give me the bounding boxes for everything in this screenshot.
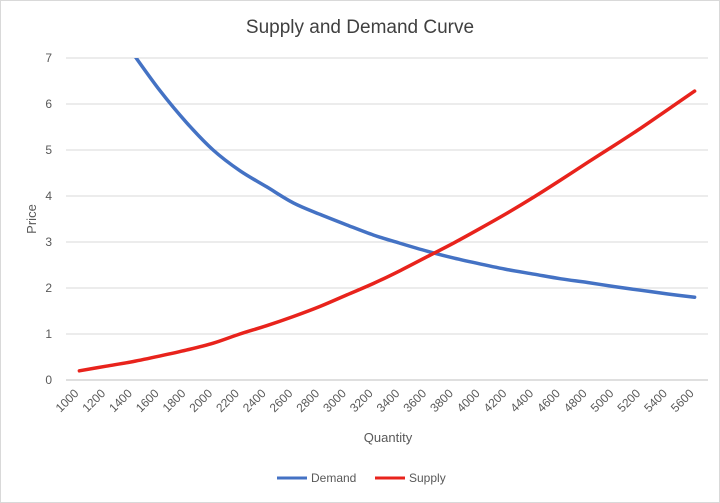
x-tick-label: 1600 <box>133 386 162 415</box>
y-tick-label: 7 <box>45 51 52 65</box>
x-tick-label: 5000 <box>588 386 617 415</box>
x-tick-label: 3000 <box>320 386 349 415</box>
legend-label-demand: Demand <box>311 471 356 485</box>
x-axis-ticks: 1000120014001600180020002200240026002800… <box>53 386 697 415</box>
chart-title: Supply and Demand Curve <box>246 17 474 38</box>
x-tick-label: 5200 <box>614 386 643 415</box>
y-tick-label: 2 <box>45 281 52 295</box>
x-tick-label: 2800 <box>293 386 322 415</box>
x-tick-label: 5600 <box>668 386 697 415</box>
x-tick-label: 4600 <box>534 386 563 415</box>
series-line-supply <box>77 89 697 373</box>
x-tick-label: 1800 <box>160 386 189 415</box>
legend: Demand Supply <box>277 471 446 485</box>
x-tick-label: 4400 <box>507 386 536 415</box>
x-tick-label: 1200 <box>79 386 108 415</box>
y-tick-label: 5 <box>45 143 52 157</box>
x-tick-label: 2400 <box>240 386 269 415</box>
y-tick-label: 4 <box>45 189 52 203</box>
y-tick-label: 3 <box>45 235 52 249</box>
x-tick-label: 1000 <box>53 386 82 415</box>
x-tick-label: 3600 <box>400 386 429 415</box>
legend-label-supply: Supply <box>409 471 446 485</box>
x-tick-label: 3200 <box>347 386 376 415</box>
x-tick-label: 2200 <box>213 386 242 415</box>
x-tick-label: 3800 <box>427 386 456 415</box>
plot-area <box>77 58 697 373</box>
x-tick-label: 1400 <box>106 386 135 415</box>
y-axis-title: Price <box>24 204 39 234</box>
x-tick-label: 3400 <box>374 386 403 415</box>
x-tick-label: 2600 <box>267 386 296 415</box>
y-tick-label: 1 <box>45 327 52 341</box>
x-tick-label: 4200 <box>481 386 510 415</box>
gridlines <box>66 57 708 381</box>
y-tick-label: 0 <box>45 373 52 387</box>
series-line-demand <box>134 58 697 299</box>
x-tick-label: 4800 <box>561 386 590 415</box>
x-tick-label: 4000 <box>454 386 483 415</box>
x-axis-title: Quantity <box>364 430 413 445</box>
y-axis-ticks: 0 1 2 3 4 5 6 7 <box>45 51 52 387</box>
x-tick-label: 2000 <box>186 386 215 415</box>
x-tick-label: 5400 <box>641 386 670 415</box>
y-tick-label: 6 <box>45 97 52 111</box>
